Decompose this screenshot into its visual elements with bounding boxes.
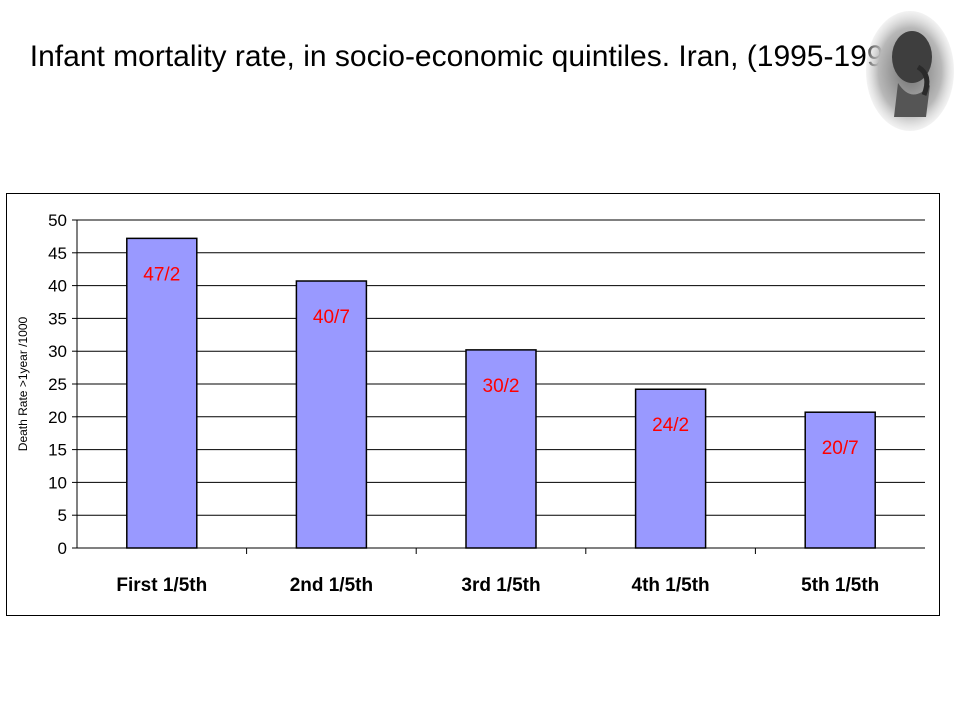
bar: [804, 411, 876, 549]
y-tick-label: 10: [48, 473, 67, 492]
bar: [465, 349, 537, 549]
data-label: 20/7: [822, 438, 859, 459]
y-tick-label: 45: [48, 244, 67, 263]
y-tick-label: 40: [48, 277, 67, 296]
bar: [295, 280, 368, 549]
x-tick-label: 2nd 1/5th: [290, 575, 373, 596]
y-tick-label: 20: [48, 408, 67, 427]
data-label: 40/7: [313, 307, 350, 328]
y-tick-label: 35: [48, 309, 67, 328]
x-tick-label: First 1/5th: [116, 575, 207, 596]
bar: [126, 237, 198, 549]
y-tick-label: 15: [48, 441, 67, 460]
portrait-image: [866, 11, 954, 131]
data-label: 47/2: [143, 264, 180, 285]
x-tick-label: 5th 1/5th: [801, 575, 879, 596]
x-tick-label: 3rd 1/5th: [461, 575, 540, 596]
y-tick-label: 30: [48, 342, 67, 361]
chart-frame: 0 5 10 15 20 25 30 35 40 45 50 Death Rate >1year /1…: [6, 193, 940, 616]
y-tick-label: 0: [58, 539, 67, 558]
y-tick-label: 50: [48, 211, 67, 230]
data-label: 24/2: [652, 415, 689, 436]
x-tick-label: 4th 1/5th: [632, 575, 710, 596]
slide-title: Infant mortality rate, in socio-economic…: [29, 40, 911, 73]
bar-chart: 0 5 10 15 20 25 30 35 40 45 50 Death Rate >1year /1…: [16, 211, 925, 596]
y-tick-label: 25: [48, 375, 67, 394]
data-label: 30/2: [483, 376, 520, 397]
y-axis-label: Death Rate >1year /1000: [16, 316, 30, 451]
y-tick-label: 5: [58, 506, 67, 525]
bar: [634, 388, 707, 549]
